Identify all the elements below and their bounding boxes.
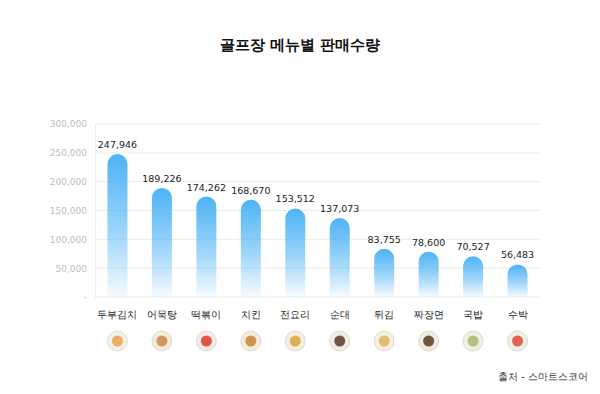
food — [334, 336, 345, 347]
food-plate — [374, 331, 394, 351]
y-tick-label: - — [84, 292, 87, 302]
y-tick-label: 100,000 — [50, 235, 87, 245]
y-tick-label: 150,000 — [50, 206, 87, 216]
bar — [241, 200, 261, 297]
x-tick-label: 국밥 — [463, 309, 483, 320]
bar — [285, 208, 305, 297]
food-plate — [107, 331, 127, 351]
y-axis: - 50,000 100,000 150,000 200,000 250,000 300,0… — [50, 119, 96, 302]
food-plate — [285, 331, 305, 351]
data-label: 78,600 — [412, 237, 445, 248]
x-tick-label: 두부김치 — [97, 309, 137, 320]
x-tick-label: 수박 — [508, 309, 528, 320]
bar — [330, 218, 350, 297]
x-tick: 국밥 — [463, 305, 483, 320]
x-tick-label: 전요리 — [280, 309, 310, 320]
y-tick: 150,000 — [50, 206, 95, 216]
data-label: 83,755 — [368, 234, 401, 245]
x-axis: 두부김치 어묵탕 떡볶이 치킨 전요리 순대 튀김 짜장면 국밥 수박 — [96, 305, 541, 320]
bar — [107, 154, 127, 297]
bar — [152, 188, 172, 297]
bars — [107, 154, 527, 297]
food-plate — [419, 331, 439, 351]
bar — [374, 249, 394, 297]
x-tick: 떡볶이 — [191, 305, 221, 320]
food — [379, 336, 390, 347]
food — [245, 336, 256, 347]
y-tick: 200,000 — [50, 177, 95, 187]
chart: 골프장 메뉴별 판매수량출처 - 스마트스코어 - 50,000 100,000 150… — [0, 0, 600, 394]
data-label: 56,483 — [501, 249, 534, 260]
food — [201, 336, 212, 347]
x-tick: 전요리 — [280, 305, 310, 320]
x-tick-label: 어묵탕 — [147, 309, 177, 320]
x-tick: 순대 — [330, 305, 350, 320]
data-label: 153,512 — [276, 193, 315, 204]
x-tick-label: 튀김 — [374, 309, 394, 320]
plot: - 50,000 100,000 150,000 200,000 250,000 300,0… — [50, 119, 541, 351]
source: 출처 - 스마트스코어 — [498, 371, 588, 382]
x-tick: 튀김 — [374, 305, 394, 320]
x-tick-label: 순대 — [330, 309, 350, 320]
food-plate — [152, 331, 172, 351]
data-label: 174,262 — [187, 182, 226, 193]
grid — [95, 124, 540, 297]
x-tick-label: 떡볶이 — [191, 309, 221, 320]
grid-line — [95, 124, 540, 125]
food-plate — [241, 331, 261, 351]
y-axis-line — [95, 125, 96, 298]
food-plate — [196, 331, 216, 351]
food-plate — [330, 331, 350, 351]
data-label: 168,670 — [231, 185, 270, 196]
y-tick: 250,000 — [50, 148, 95, 158]
y-tick-label: 200,000 — [50, 177, 87, 187]
grid-line — [95, 152, 540, 153]
data-label: 137,073 — [320, 203, 359, 214]
y-tick-label: 50,000 — [56, 264, 88, 274]
bar — [196, 197, 216, 297]
y-tick: 300,000 — [50, 119, 95, 129]
data-label: 189,226 — [142, 173, 181, 184]
x-tick: 어묵탕 — [147, 305, 177, 320]
food — [290, 336, 301, 347]
y-tick: - — [84, 292, 95, 302]
y-tick: 50,000 — [56, 264, 96, 274]
y-tick: 100,000 — [50, 235, 95, 245]
x-tick: 치킨 — [241, 305, 261, 320]
x-tick: 두부김치 — [97, 305, 137, 320]
food — [156, 336, 167, 347]
food-plate — [508, 331, 528, 351]
food — [468, 336, 479, 347]
title: 골프장 메뉴별 판매수량 — [220, 36, 380, 54]
data-label: 70,527 — [456, 241, 489, 252]
x-axis-line — [96, 305, 541, 306]
bar — [463, 256, 483, 297]
data-labels: 247,946 189,226 174,262 168,670 153,512 137,0… — [98, 139, 534, 260]
x-tick-label: 짜장면 — [414, 309, 444, 320]
x-tick: 수박 — [508, 305, 528, 320]
y-tick-label: 250,000 — [50, 148, 87, 158]
data-label: 247,946 — [98, 139, 137, 150]
food — [512, 336, 523, 347]
bar — [508, 264, 528, 297]
bar — [419, 252, 439, 297]
food-plate — [463, 331, 483, 351]
x-tick: 짜장면 — [414, 305, 444, 320]
x-tick-label: 치킨 — [241, 309, 261, 320]
y-tick-label: 300,000 — [50, 119, 87, 129]
food — [112, 336, 123, 347]
food — [423, 336, 434, 347]
food-icons — [107, 331, 527, 351]
